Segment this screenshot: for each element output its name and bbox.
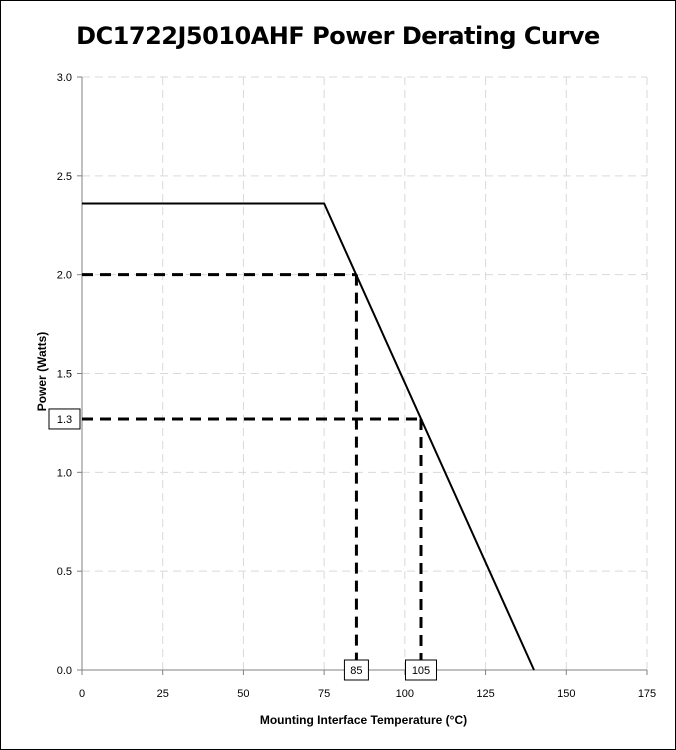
x-tick-label: 75 (318, 688, 330, 700)
callout-label: 85 (350, 665, 362, 677)
callout-box (48, 408, 81, 430)
y-tick-label: 0.0 (57, 665, 72, 677)
derating-curve-line (82, 202, 535, 671)
y-tick-label: 2.0 (57, 270, 72, 282)
x-tick-label: 100 (396, 688, 414, 700)
x-tick-label: 0 (79, 688, 85, 700)
callout-box (343, 659, 369, 681)
callout-label: 105 (412, 665, 430, 677)
x-axis-title: Mounting Interface Temperature (°C) (260, 713, 467, 727)
y-tick-label: 1.0 (57, 467, 72, 479)
x-tick-label: 50 (237, 688, 249, 700)
x-tick-label: 150 (557, 688, 575, 700)
callout-label: 1.3 (57, 414, 72, 426)
y-tick-label: 2.5 (57, 171, 72, 183)
y-tick-label: 0.5 (57, 566, 72, 578)
y-tick-label: 1.5 (57, 369, 72, 381)
series-layer (82, 202, 535, 671)
x-tick-label: 25 (157, 688, 169, 700)
grid-layer (82, 76, 648, 670)
y-tick-label: 3.0 (57, 72, 72, 84)
x-tick-label: 175 (638, 688, 656, 700)
x-tick-label: 125 (476, 688, 494, 700)
annotations-layer: 1.3 85 105 (48, 408, 437, 681)
y-axis-title: Power (Watts) (35, 332, 49, 412)
chart-title: DC1722J5010AHF Power Derating Curve (76, 22, 600, 50)
reference-lines (82, 273, 423, 670)
callout-box (405, 659, 437, 681)
